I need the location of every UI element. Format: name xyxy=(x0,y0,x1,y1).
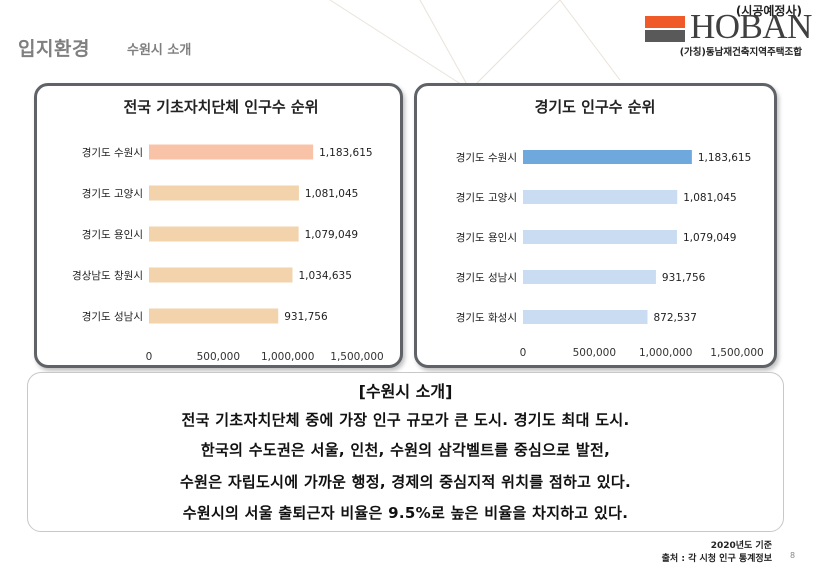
category-label: 경상남도 창원시 xyxy=(72,269,143,282)
x-tick-label: 500,000 xyxy=(197,351,240,363)
association-name: (가칭)동남재건축지역주택조합 xyxy=(679,47,802,58)
data-label: 1,079,049 xyxy=(305,229,358,241)
data-label: 1,183,615 xyxy=(698,152,751,164)
bar xyxy=(523,150,692,164)
category-label: 경기도 성남시 xyxy=(456,271,517,284)
data-label: 1,079,049 xyxy=(683,232,736,244)
footnote-basis: 2020년도 기준 xyxy=(710,541,772,551)
chart-title: 경기도 인구수 순위 xyxy=(535,98,656,116)
bar xyxy=(149,226,299,242)
x-tick-label: 500,000 xyxy=(573,347,616,359)
data-label: 931,756 xyxy=(662,272,706,284)
x-tick-label: 0 xyxy=(146,351,153,363)
bar xyxy=(149,144,314,160)
bar xyxy=(149,185,299,201)
page-number: 8 xyxy=(790,551,796,560)
x-tick-label: 1,500,000 xyxy=(330,351,383,363)
x-tick-label: 1,000,000 xyxy=(639,347,692,359)
description-line-4: 수원시의 서울 출퇴근자 비율은 9.5%로 높은 비율을 차지하고 있다. xyxy=(182,504,629,522)
category-label: 경기도 수원시 xyxy=(82,146,143,159)
bar xyxy=(523,270,656,284)
description-line-3: 수원은 자립도시에 가까운 행정, 경제의 중심지적 위치를 점하고 있다. xyxy=(180,473,631,491)
data-label: 1,034,635 xyxy=(298,270,351,282)
logo-tag: (시공예정사) xyxy=(735,4,802,18)
description-line-2: 한국의 수도권은 서울, 인천, 수원의 삼각벨트를 중심으로 발전, xyxy=(200,441,611,459)
category-label: 경기도 화성시 xyxy=(456,311,517,324)
data-label: 1,081,045 xyxy=(305,188,358,200)
hoban-logo-mark-icon xyxy=(645,16,685,42)
bar xyxy=(149,308,279,324)
page-title: 입지환경 xyxy=(18,38,90,60)
category-label: 경기도 고양시 xyxy=(82,187,143,200)
category-label: 경기도 용인시 xyxy=(456,231,517,244)
data-label: 1,081,045 xyxy=(683,192,736,204)
x-tick-label: 1,500,000 xyxy=(710,347,763,359)
chart-title: 전국 기초자치단체 인구수 순위 xyxy=(123,98,318,116)
description-heading: [수원시 소개] xyxy=(358,382,453,401)
data-label: 931,756 xyxy=(284,311,328,323)
bar xyxy=(523,230,677,244)
category-label: 경기도 고양시 xyxy=(456,191,517,204)
category-label: 경기도 용인시 xyxy=(82,228,143,241)
description-line-1: 전국 기초자치단체 중에 가장 인구 규모가 큰 도시. 경기도 최대 도시. xyxy=(181,411,630,429)
x-tick-label: 1,000,000 xyxy=(261,351,314,363)
bar xyxy=(523,190,678,204)
page-subtitle: 수원시 소개 xyxy=(127,43,192,58)
data-label: 872,537 xyxy=(653,312,696,324)
suwon-description-box: [수원시 소개] 전국 기초자치단체 중에 가장 인구 규모가 큰 도시. 경기… xyxy=(27,372,784,532)
data-label: 1,183,615 xyxy=(319,147,372,159)
bar xyxy=(149,267,293,283)
bar xyxy=(523,310,648,324)
footnote-source: 출처 : 각 시청 인구 통계정보 xyxy=(661,554,772,564)
category-label: 경기도 수원시 xyxy=(456,151,517,164)
x-tick-label: 0 xyxy=(520,347,527,359)
brand-logo: HOBAN xyxy=(690,7,812,46)
category-label: 경기도 성남시 xyxy=(82,310,143,323)
